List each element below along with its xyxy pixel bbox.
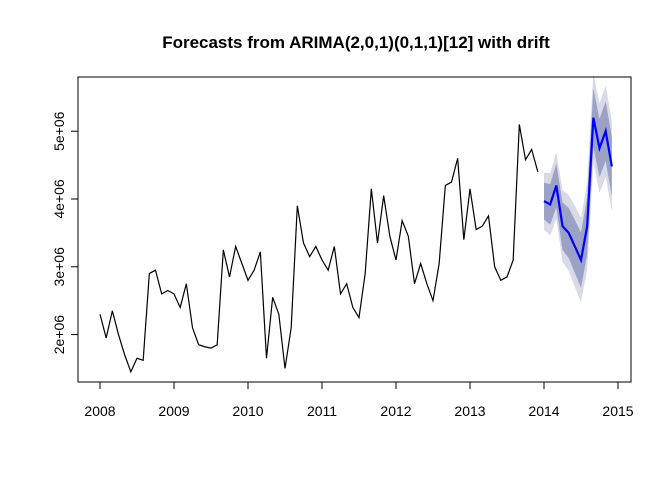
y-tick-label: 4e+06 <box>51 179 67 219</box>
interval-80-band <box>544 88 612 288</box>
x-axis: 2008 2009 2010 2011 2012 2013 2014 2015 <box>84 381 634 419</box>
x-tick-label: 2015 <box>602 403 633 419</box>
chart-title: Forecasts from ARIMA(2,0,1)(0,1,1)[12] w… <box>162 33 550 52</box>
y-tick-label: 3e+06 <box>51 247 67 287</box>
x-tick-label: 2014 <box>528 403 559 419</box>
y-axis: 2e+06 3e+06 4e+06 5e+06 <box>51 111 79 355</box>
forecast-series-line <box>543 117 613 264</box>
x-tick-label: 2008 <box>84 403 115 419</box>
x-tick-label: 2011 <box>307 403 337 419</box>
observed-series-line <box>99 124 539 374</box>
x-tick-label: 2009 <box>158 403 189 419</box>
x-tick-label: 2012 <box>380 403 411 419</box>
y-tick-label: 2e+06 <box>51 315 67 355</box>
x-tick-label: 2013 <box>454 403 485 419</box>
series-lines <box>99 117 613 374</box>
x-tick-label: 2010 <box>232 403 263 419</box>
forecast-intervals <box>544 72 612 303</box>
y-tick-label: 5e+06 <box>51 111 67 151</box>
